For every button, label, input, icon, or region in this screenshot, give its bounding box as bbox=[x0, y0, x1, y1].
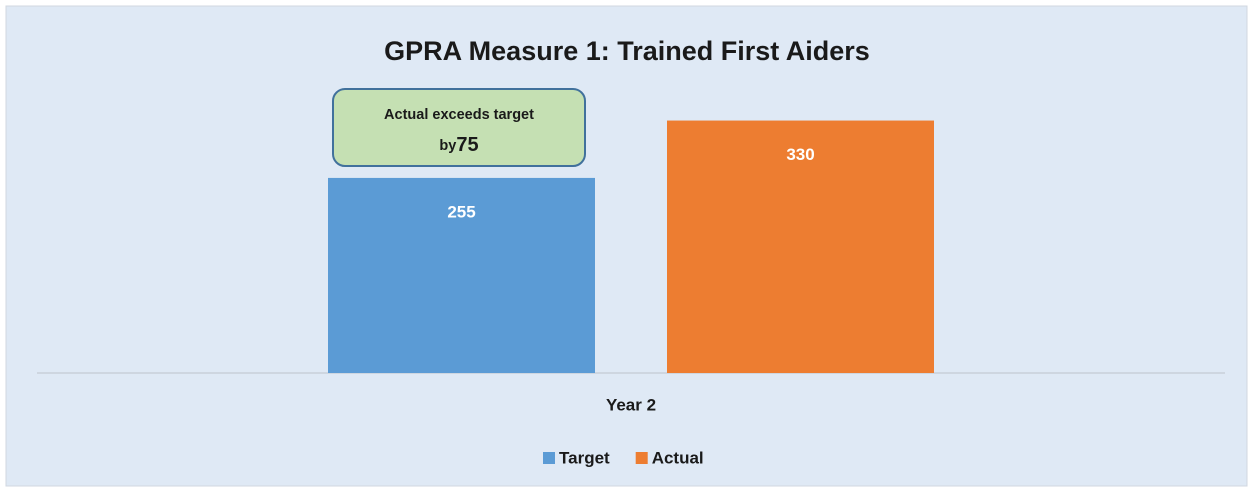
legend-swatch bbox=[543, 452, 555, 464]
legend-label: Actual bbox=[652, 448, 704, 467]
annotation-text: by75 bbox=[439, 134, 478, 156]
legend-label: Target bbox=[559, 448, 610, 467]
annotation-value: 75 bbox=[456, 134, 478, 156]
chart-title: GPRA Measure 1: Trained First Aiders bbox=[384, 36, 870, 66]
data-label: 255 bbox=[447, 202, 475, 221]
bar bbox=[667, 120, 934, 373]
x-tick-label: Year 2 bbox=[606, 395, 656, 414]
data-label: 330 bbox=[786, 145, 814, 164]
bar bbox=[328, 177, 595, 373]
legend-swatch bbox=[635, 452, 648, 464]
annotation-text: Actual exceeds target bbox=[384, 107, 534, 123]
chart-background bbox=[5, 5, 1248, 487]
annotation-box bbox=[332, 88, 586, 167]
annotation-text: by bbox=[439, 138, 456, 154]
